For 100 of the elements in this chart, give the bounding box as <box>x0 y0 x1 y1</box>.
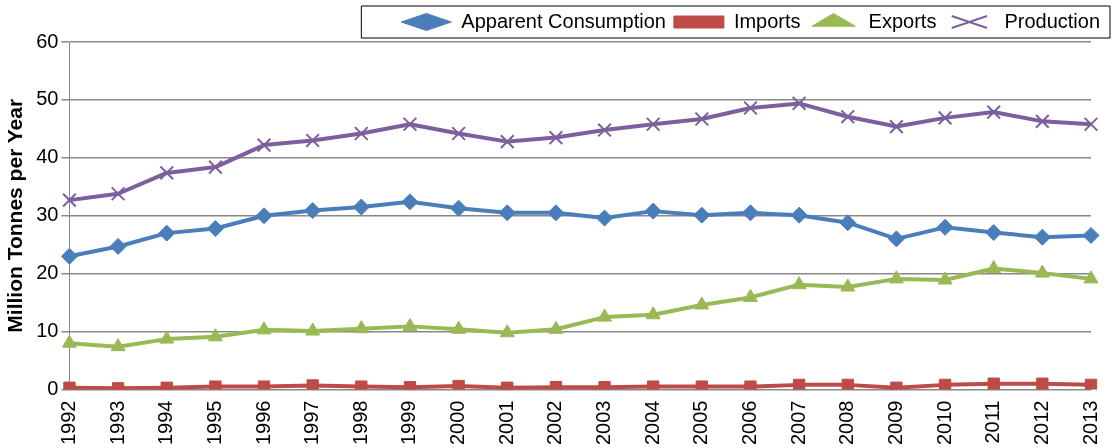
point <box>256 137 272 153</box>
point <box>305 133 321 148</box>
point <box>257 380 271 390</box>
x-tick-label: 2004 <box>640 400 663 446</box>
x-tick-label: 2002 <box>543 400 566 446</box>
point <box>839 214 857 232</box>
point <box>255 207 273 225</box>
point <box>840 109 856 125</box>
point <box>743 288 758 302</box>
x-tick-label: 1995 <box>202 400 225 446</box>
x-tick-label: 2005 <box>689 400 712 446</box>
point <box>841 378 854 390</box>
point <box>790 206 808 224</box>
x-tick-label: 2000 <box>446 400 469 446</box>
point <box>208 159 223 175</box>
x-tick-label: 2010 <box>932 400 955 446</box>
point <box>985 224 1003 242</box>
x-tick-label: 1992 <box>56 400 79 446</box>
point <box>840 278 856 292</box>
point <box>256 321 272 335</box>
point <box>450 199 468 217</box>
point <box>451 320 467 334</box>
point <box>498 204 516 222</box>
x-tick-label: 2011 <box>981 400 1004 444</box>
point <box>353 126 369 141</box>
point <box>743 100 758 116</box>
point <box>694 111 710 127</box>
y-axis-title: Million Tonnes per Year <box>3 98 27 333</box>
point <box>1084 378 1098 390</box>
point <box>596 209 614 227</box>
x-tick-label: 2007 <box>786 400 809 446</box>
point <box>548 320 564 334</box>
y-tick-label: 0 <box>47 377 59 400</box>
point <box>547 204 565 222</box>
point <box>695 380 708 390</box>
point <box>597 308 612 322</box>
point <box>986 259 1002 273</box>
point <box>1034 264 1050 278</box>
point <box>499 324 515 338</box>
point <box>792 378 806 390</box>
x-tick-label: 1998 <box>348 400 371 446</box>
point <box>1034 113 1050 129</box>
point <box>1083 116 1099 132</box>
point <box>304 202 322 220</box>
x-tick-label: 1996 <box>251 400 274 446</box>
point <box>306 379 319 390</box>
legend-label: Imports <box>733 9 801 32</box>
point <box>938 378 952 390</box>
point <box>452 379 465 390</box>
point <box>355 380 368 390</box>
point <box>401 193 419 211</box>
point <box>60 247 78 265</box>
point <box>597 122 612 138</box>
point <box>937 110 953 126</box>
point <box>110 186 126 202</box>
legend-label: Exports <box>868 9 937 32</box>
x-tick-label: 2001 <box>494 400 517 446</box>
point <box>402 317 418 331</box>
point <box>644 202 662 220</box>
x-tick-label: 2013 <box>1078 400 1101 446</box>
point <box>109 237 127 255</box>
point <box>741 204 759 222</box>
x-tick-label: 1997 <box>300 400 323 446</box>
point <box>451 126 466 141</box>
point <box>352 198 370 216</box>
point <box>987 377 1000 390</box>
point <box>499 134 515 149</box>
point <box>1036 377 1049 390</box>
x-tick-label: 2009 <box>883 400 906 446</box>
point <box>1033 228 1051 246</box>
point <box>548 130 564 145</box>
point <box>110 338 126 352</box>
point <box>694 296 710 310</box>
point <box>791 96 807 111</box>
y-tick-label: 40 <box>36 145 59 168</box>
x-tick-label: 1993 <box>105 400 128 446</box>
point <box>888 270 904 284</box>
point <box>887 230 905 248</box>
point <box>645 116 661 132</box>
point <box>744 380 757 390</box>
point <box>402 116 418 132</box>
point <box>986 104 1002 120</box>
point <box>158 224 176 242</box>
point <box>791 276 807 290</box>
y-tick-label: 30 <box>36 203 59 226</box>
x-tick-label: 2008 <box>835 400 858 446</box>
legend-label: Production <box>1004 9 1101 32</box>
point <box>1082 226 1100 244</box>
point <box>1083 270 1099 284</box>
point <box>693 206 711 224</box>
x-tick-label: 2003 <box>592 400 615 446</box>
point <box>159 165 175 181</box>
point <box>209 380 222 390</box>
point <box>159 330 175 344</box>
y-tick-label: 50 <box>36 87 59 110</box>
point <box>305 322 321 336</box>
x-tick-label: 2006 <box>738 400 760 446</box>
point <box>647 380 660 390</box>
y-tick-label: 60 <box>36 29 59 52</box>
x-tick-label: 1999 <box>397 400 420 446</box>
